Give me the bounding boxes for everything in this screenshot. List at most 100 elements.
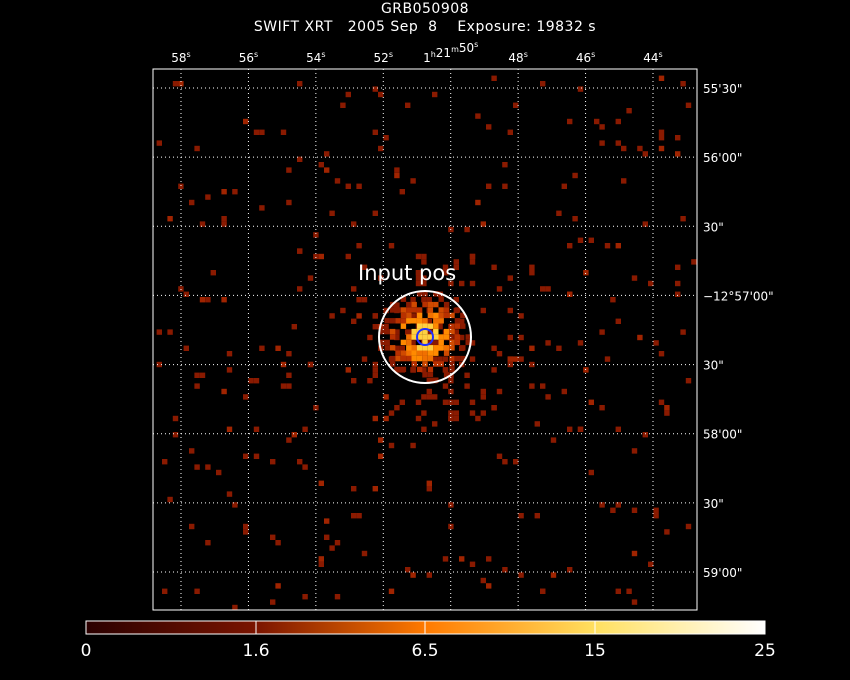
ra-tick-label: 48s bbox=[508, 50, 527, 65]
photon-pixel bbox=[426, 394, 432, 400]
photon-pixel bbox=[183, 291, 189, 297]
photon-pixel bbox=[637, 334, 643, 341]
photon-pixel bbox=[416, 350, 423, 356]
photon-pixel bbox=[448, 378, 454, 384]
photon-pixel bbox=[324, 151, 330, 157]
photon-pixel bbox=[194, 464, 200, 470]
photon-pixel bbox=[275, 583, 281, 589]
photon-pixel bbox=[648, 280, 654, 287]
photon-pixel bbox=[545, 394, 551, 400]
photon-pixel bbox=[156, 140, 162, 146]
photon-pixel bbox=[167, 216, 173, 222]
photon-pixel bbox=[270, 599, 276, 605]
photon-pixel bbox=[427, 307, 434, 313]
photon-pixel bbox=[384, 339, 390, 346]
photon-pixel bbox=[162, 459, 168, 465]
source-position-ring[interactable] bbox=[416, 328, 434, 346]
photon-pixel bbox=[465, 334, 471, 340]
photon-pixel bbox=[394, 302, 400, 308]
photon-pixel bbox=[469, 253, 476, 260]
photon-pixel bbox=[415, 275, 422, 281]
photon-pixel bbox=[372, 129, 378, 135]
photon-pixel bbox=[379, 328, 385, 335]
photon-pixel bbox=[410, 367, 416, 373]
photon-pixel bbox=[438, 312, 444, 319]
photon-pixel bbox=[226, 426, 233, 432]
photon-pixel bbox=[685, 523, 692, 530]
photon-pixel bbox=[438, 296, 444, 302]
photon-pixel bbox=[599, 140, 605, 146]
photon-pixel bbox=[448, 388, 454, 395]
photon-pixel bbox=[388, 588, 395, 594]
photon-pixel bbox=[588, 469, 594, 476]
photon-pixel bbox=[626, 588, 632, 594]
photon-pixel bbox=[653, 513, 659, 519]
photon-pixel bbox=[469, 280, 476, 287]
photon-pixel bbox=[178, 81, 184, 87]
photon-pixel bbox=[427, 312, 434, 319]
photon-pixel bbox=[599, 329, 605, 335]
photon-pixel bbox=[183, 345, 189, 351]
photon-pixel bbox=[286, 199, 292, 206]
photon-pixel bbox=[534, 513, 540, 519]
photon-pixel bbox=[502, 567, 508, 573]
photon-pixel bbox=[394, 405, 400, 411]
photon-pixel bbox=[475, 199, 481, 206]
photon-pixel bbox=[378, 91, 384, 98]
photon-pixel bbox=[540, 383, 546, 389]
photon-pixel bbox=[194, 383, 200, 389]
photon-pixel bbox=[388, 243, 395, 249]
photon-pixel bbox=[496, 453, 503, 459]
photon-pixel bbox=[480, 577, 486, 584]
extraction-region-circle[interactable] bbox=[378, 290, 472, 384]
photon-pixel bbox=[427, 366, 434, 373]
ra-tick-label: 44s bbox=[643, 50, 662, 65]
photon-pixel bbox=[406, 334, 412, 340]
photon-pixel bbox=[648, 561, 654, 567]
photon-pixel bbox=[394, 345, 400, 351]
photon-pixel bbox=[610, 297, 616, 303]
photon-pixel bbox=[199, 221, 206, 227]
photon-pixel bbox=[480, 307, 486, 314]
photon-pixel bbox=[502, 162, 508, 168]
photon-pixel bbox=[449, 323, 455, 329]
photon-pixel bbox=[226, 351, 233, 357]
photon-pixel bbox=[599, 124, 605, 130]
photon-pixel bbox=[658, 75, 665, 81]
photon-pixel bbox=[422, 361, 428, 367]
photon-pixel bbox=[572, 216, 578, 222]
photon-pixel bbox=[389, 361, 396, 367]
photon-pixel bbox=[454, 339, 461, 346]
photon-pixel bbox=[280, 129, 287, 135]
photon-pixel bbox=[415, 280, 422, 287]
photon-pixel bbox=[460, 323, 466, 329]
photon-pixel bbox=[189, 199, 195, 206]
photon-pixel bbox=[631, 550, 638, 557]
photon-pixel bbox=[437, 324, 443, 330]
photon-pixel bbox=[486, 124, 492, 130]
photon-pixel bbox=[496, 351, 503, 357]
ra-tick-label: 58s bbox=[171, 50, 190, 65]
photon-pixel bbox=[194, 588, 200, 594]
photon-pixel bbox=[416, 366, 423, 373]
photon-pixel bbox=[432, 91, 438, 98]
photon-pixel bbox=[221, 221, 227, 227]
photon-pixel bbox=[307, 275, 314, 281]
photon-pixel bbox=[448, 415, 454, 422]
photon-pixel bbox=[399, 399, 405, 405]
photon-pixel bbox=[427, 334, 434, 340]
photon-pixel bbox=[460, 312, 466, 319]
photon-pixel bbox=[221, 216, 227, 222]
photon-pixel bbox=[529, 345, 535, 351]
photon-pixel bbox=[356, 183, 362, 189]
photon-pixel bbox=[395, 366, 401, 373]
photon-pixel bbox=[399, 345, 405, 351]
photon-pixel bbox=[297, 81, 303, 87]
ra-axis-labels: 58s 56s 54s 52s 1h21m50s 48s 46s 44s bbox=[171, 40, 662, 65]
photon-pixel bbox=[334, 540, 341, 546]
photon-pixel bbox=[507, 356, 513, 362]
photon-pixel bbox=[410, 340, 416, 346]
photon-pixel bbox=[433, 312, 439, 319]
input-pos-label: Input pos bbox=[358, 261, 456, 285]
